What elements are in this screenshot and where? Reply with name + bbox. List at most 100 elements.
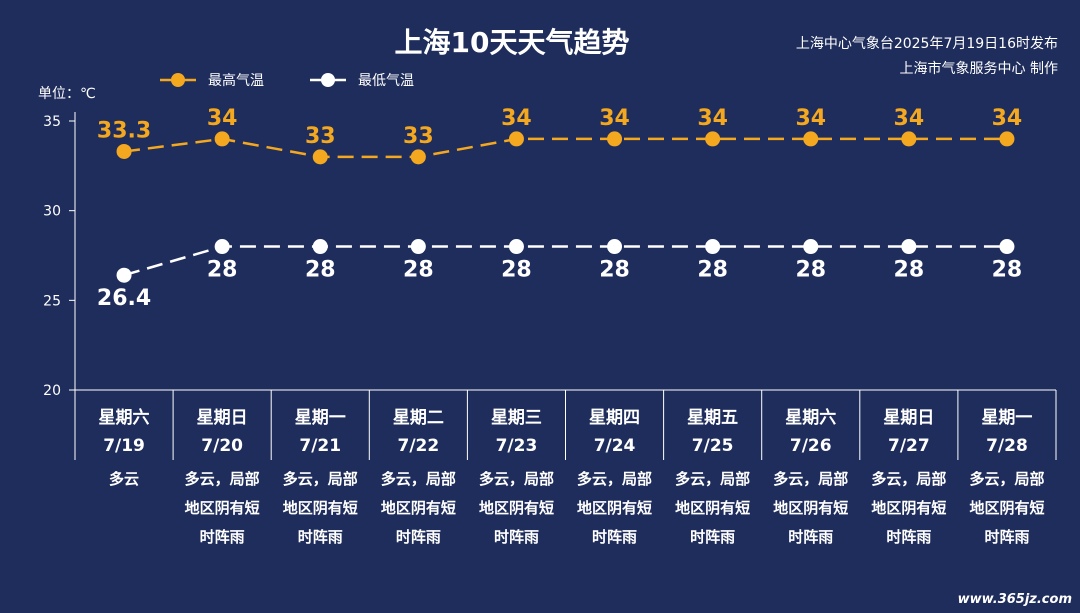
weather-description: 地区阴有短	[969, 499, 1044, 517]
unit-label: 单位：℃	[38, 86, 96, 102]
series-line-high	[123, 137, 1007, 159]
data-label-high: 33.3	[97, 118, 151, 143]
weather-description: 多云，局部	[381, 470, 456, 488]
weather-description: 时阵雨	[592, 528, 637, 546]
x-tick-label: 7/19	[103, 436, 145, 456]
series-layer: 33.3 34 33 33 34 34 34 34 34 34 26.4 28 28 28 28 28 28 28…	[97, 106, 1022, 311]
weather-description: 多云，局部	[675, 470, 750, 488]
weather-description: 多云，局部	[185, 470, 260, 488]
weather-description: 时阵雨	[690, 528, 735, 546]
weather-description: 地区阴有短	[479, 499, 554, 517]
weekday-label: 星期一	[981, 408, 1032, 428]
series-line-low	[123, 245, 1007, 277]
data-label-low: 28	[795, 258, 826, 283]
data-label-high: 33	[403, 124, 434, 149]
weekday-label: 星期日	[883, 408, 934, 428]
data-point-low	[508, 239, 524, 255]
weather-description: 时阵雨	[886, 528, 931, 546]
issue-info: 上海中心气象台2025年7月19日16时发布	[796, 36, 1058, 52]
data-label-low: 28	[599, 258, 630, 283]
data-label-high: 34	[501, 106, 532, 131]
watermark: www.365jz.com	[958, 592, 1072, 607]
weather-description: 时阵雨	[494, 528, 539, 546]
data-label-low: 28	[501, 258, 532, 283]
data-point-low	[214, 239, 230, 255]
data-label-low: 28	[403, 258, 434, 283]
weekday-label: 星期日	[197, 408, 248, 428]
weekday-label: 星期二	[393, 408, 444, 428]
weather-description: 多云，局部	[773, 470, 848, 488]
y-axis-ticks: 20 25 30 35	[43, 114, 75, 399]
x-tick-label: 7/25	[692, 436, 734, 456]
weekday-label: 星期四	[589, 408, 640, 428]
data-point-high	[508, 131, 524, 147]
data-point-high	[705, 131, 721, 147]
x-tick-label: 7/23	[496, 436, 538, 456]
data-point-low	[999, 239, 1015, 255]
data-point-low	[116, 267, 132, 283]
producer-info: 上海市气象服务中心 制作	[900, 60, 1058, 77]
weather-description: 多云，局部	[871, 470, 946, 488]
data-label-high: 34	[894, 106, 925, 131]
data-point-low	[410, 239, 426, 255]
weather-description: 地区阴有短	[773, 499, 848, 517]
data-label-high: 34	[795, 106, 826, 131]
weather-description: 地区阴有短	[577, 499, 652, 517]
weather-description: 多云，局部	[577, 470, 652, 488]
x-tick-label: 7/20	[201, 436, 243, 456]
weather-description: 时阵雨	[396, 528, 441, 546]
data-point-low	[803, 239, 819, 255]
data-label-low: 28	[992, 258, 1023, 283]
data-point-low	[607, 239, 623, 255]
weather-description: 多云，局部	[969, 470, 1044, 488]
x-tick-label: 7/22	[397, 436, 439, 456]
data-label-low: 28	[207, 258, 238, 283]
legend-high-label: 最高气温	[208, 72, 264, 89]
data-label-high: 34	[599, 106, 630, 131]
data-label-high: 33	[305, 124, 336, 149]
weather-description: 地区阴有短	[871, 499, 946, 517]
weekday-label: 星期六	[785, 407, 836, 428]
weather-description: 时阵雨	[200, 528, 245, 546]
data-point-high	[803, 131, 819, 147]
weekday-label: 星期六	[99, 407, 150, 428]
legend: 最高气温 最低气温	[160, 72, 414, 89]
data-label-low: 28	[894, 258, 925, 283]
data-point-high	[901, 131, 917, 147]
y-tick-label: 30	[43, 204, 61, 220]
weather-description: 地区阴有短	[283, 499, 358, 517]
data-point-high	[410, 149, 426, 165]
weather-description: 地区阴有短	[381, 499, 456, 517]
weekday-label: 星期一	[295, 408, 346, 428]
weather-description: 地区阴有短	[675, 499, 750, 517]
data-point-low	[705, 239, 721, 255]
x-tick-label: 7/26	[790, 436, 832, 456]
data-point-high	[312, 149, 328, 165]
data-point-low	[901, 239, 917, 255]
weather-description: 地区阴有短	[185, 499, 260, 517]
y-tick-label: 25	[43, 293, 61, 309]
data-label-low: 28	[305, 258, 336, 283]
data-label-low: 26.4	[97, 286, 151, 311]
x-tick-label: 7/27	[888, 436, 930, 456]
data-label-high: 34	[207, 106, 238, 131]
data-label-high: 34	[992, 106, 1023, 131]
weekday-label: 星期五	[687, 408, 738, 428]
x-tick-label: 7/28	[986, 436, 1028, 456]
data-point-high	[999, 131, 1015, 147]
data-label-high: 34	[697, 106, 728, 131]
data-point-high	[214, 131, 230, 147]
weekday-label: 星期三	[491, 408, 542, 428]
x-tick-label: 7/24	[594, 436, 636, 456]
weather-description: 多云，局部	[283, 470, 358, 488]
y-tick-label: 20	[43, 383, 61, 399]
chart-title: 上海10天天气趋势	[395, 26, 630, 59]
data-point-high	[116, 143, 132, 159]
weather-description: 多云	[109, 470, 139, 488]
y-tick-label: 35	[43, 114, 61, 130]
weather-description: 时阵雨	[984, 528, 1029, 546]
legend-low-label: 最低气温	[358, 73, 414, 89]
legend-low-marker	[321, 73, 335, 87]
